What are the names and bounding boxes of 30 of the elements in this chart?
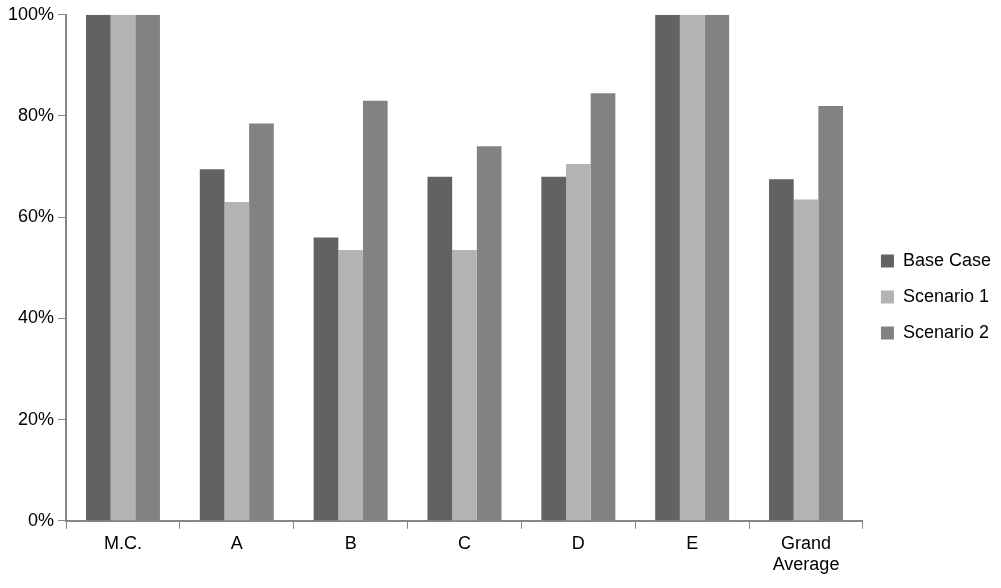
legend-label: Scenario 1 [902,285,990,306]
bar [224,202,250,521]
x-tick-label: E [686,532,699,553]
x-tick-label: D [571,532,585,553]
legend-label: Scenario 2 [902,321,990,342]
x-tick-label: C [457,532,471,553]
bar [427,176,453,521]
y-tick-label: 100% [7,3,55,24]
x-tick-label: A [230,532,243,553]
x-tick-label: B [344,532,357,553]
x-tick-label: Grand Average [772,532,840,575]
bar [85,14,111,521]
y-tick-label: 0% [28,509,55,530]
bar [679,14,705,521]
bar [655,14,680,521]
bar [110,14,136,521]
y-tick-label: 80% [18,104,55,125]
x-tick-label: M.C. [103,532,142,553]
bar [541,176,567,521]
legend-label: Base Case [902,249,992,270]
bar [452,250,477,521]
y-tick-label: 60% [18,206,55,227]
bar [566,164,591,521]
bar [338,250,363,521]
y-tick-label: 40% [18,307,55,328]
bar [793,199,819,521]
bar [199,169,225,521]
bar [313,237,339,521]
y-tick-label: 20% [18,408,55,429]
bar [769,179,794,521]
